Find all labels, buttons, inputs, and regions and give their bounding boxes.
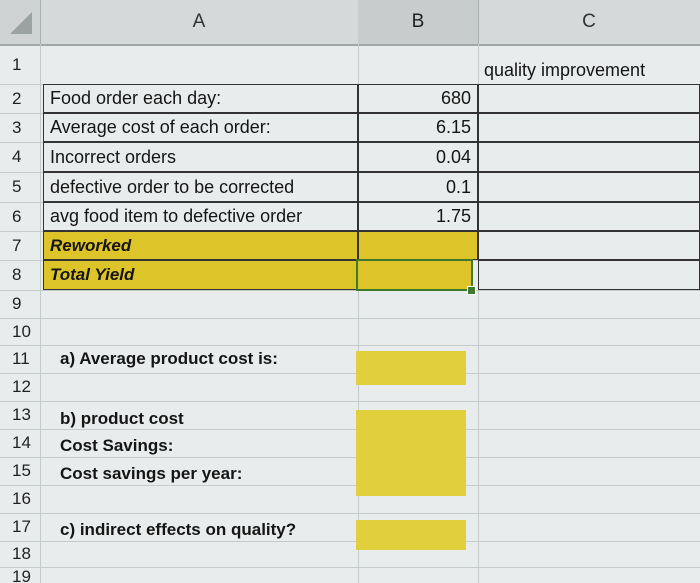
cell-b8-selected[interactable]: [356, 259, 473, 291]
gridline-horizontal: [0, 429, 700, 430]
cell-b17[interactable]: [356, 520, 466, 550]
cell-a17[interactable]: c) indirect effects on quality?: [60, 520, 297, 539]
cell-b7[interactable]: [358, 231, 478, 260]
row-header-13[interactable]: 13: [12, 405, 31, 424]
gridline-horizontal: [0, 345, 700, 346]
cell-c3[interactable]: [478, 113, 700, 142]
row-header-6[interactable]: 6: [12, 206, 22, 226]
select-all-icon: [10, 12, 32, 34]
cell-a15[interactable]: Cost savings per year:: [60, 464, 243, 483]
gridline-horizontal: [0, 318, 700, 319]
row-header-1[interactable]: 1: [12, 55, 22, 74]
cell-a8[interactable]: Total Yield: [43, 260, 358, 290]
cell-a11[interactable]: a) Average product cost is:: [60, 349, 278, 368]
cell-b6[interactable]: 1.75: [358, 202, 478, 231]
gridline-horizontal: [0, 541, 700, 542]
row-header-17[interactable]: 17: [12, 517, 31, 536]
gridline-horizontal: [0, 373, 700, 374]
cell-c7[interactable]: [478, 231, 700, 260]
cell-c6[interactable]: [478, 202, 700, 231]
cell-c4[interactable]: [478, 142, 700, 172]
gridline-vertical: [478, 44, 479, 583]
row-header-9[interactable]: 9: [12, 294, 22, 313]
row-header-16[interactable]: 16: [12, 489, 31, 508]
cell-b11[interactable]: [356, 351, 466, 385]
column-header-row: A B C: [0, 0, 700, 46]
cell-b13-b15[interactable]: [356, 410, 466, 496]
cell-a5[interactable]: defective order to be corrected: [43, 172, 358, 202]
cell-a14[interactable]: Cost Savings:: [60, 436, 174, 455]
row-header-14[interactable]: 14: [12, 433, 31, 452]
fill-handle[interactable]: [467, 286, 476, 295]
row-header-7[interactable]: 7: [12, 235, 22, 255]
row-header-15[interactable]: 15: [12, 461, 31, 480]
cell-c2[interactable]: [478, 84, 700, 113]
cell-a2[interactable]: Food order each day:: [43, 84, 358, 113]
gridline-vertical: [358, 44, 359, 583]
gridline-horizontal: [0, 567, 700, 568]
cell-a6[interactable]: avg food item to defective order: [43, 202, 358, 231]
cell-a7[interactable]: Reworked: [43, 231, 358, 260]
gridline-vertical: [40, 44, 41, 583]
row-header-2[interactable]: 2: [12, 88, 22, 108]
row-header-3[interactable]: 3: [12, 117, 22, 137]
row-header-11[interactable]: 11: [12, 349, 30, 368]
cell-a13[interactable]: b) product cost: [60, 409, 184, 428]
row-header-12[interactable]: 12: [12, 377, 31, 396]
cell-c5[interactable]: [478, 172, 700, 202]
cell-a3[interactable]: Average cost of each order:: [43, 113, 358, 142]
gridline-horizontal: [0, 290, 700, 291]
gridline-horizontal: [0, 485, 700, 486]
cell-a4[interactable]: Incorrect orders: [43, 142, 358, 172]
row-header-8[interactable]: 8: [12, 265, 22, 284]
cell-c8[interactable]: [478, 260, 700, 290]
cell-b4[interactable]: 0.04: [358, 142, 478, 172]
row-header-4[interactable]: 4: [12, 147, 22, 166]
column-header-a[interactable]: A: [40, 0, 359, 44]
column-header-b[interactable]: B: [358, 0, 479, 44]
gridline-horizontal: [0, 457, 700, 458]
row-header-10[interactable]: 10: [12, 321, 31, 341]
gridline-horizontal: [0, 401, 700, 402]
cell-b5[interactable]: 0.1: [358, 172, 478, 202]
cell-b3[interactable]: 6.15: [358, 113, 478, 142]
cell-b2[interactable]: 680: [358, 84, 478, 113]
row-header-5[interactable]: 5: [12, 177, 22, 196]
cell-c1[interactable]: quality improvement: [484, 59, 646, 80]
row-header-19[interactable]: 19: [12, 567, 31, 583]
row-header-18[interactable]: 18: [12, 544, 31, 563]
gridline-horizontal: [0, 513, 700, 514]
column-header-c[interactable]: C: [478, 0, 700, 44]
select-all-corner[interactable]: [0, 0, 41, 44]
